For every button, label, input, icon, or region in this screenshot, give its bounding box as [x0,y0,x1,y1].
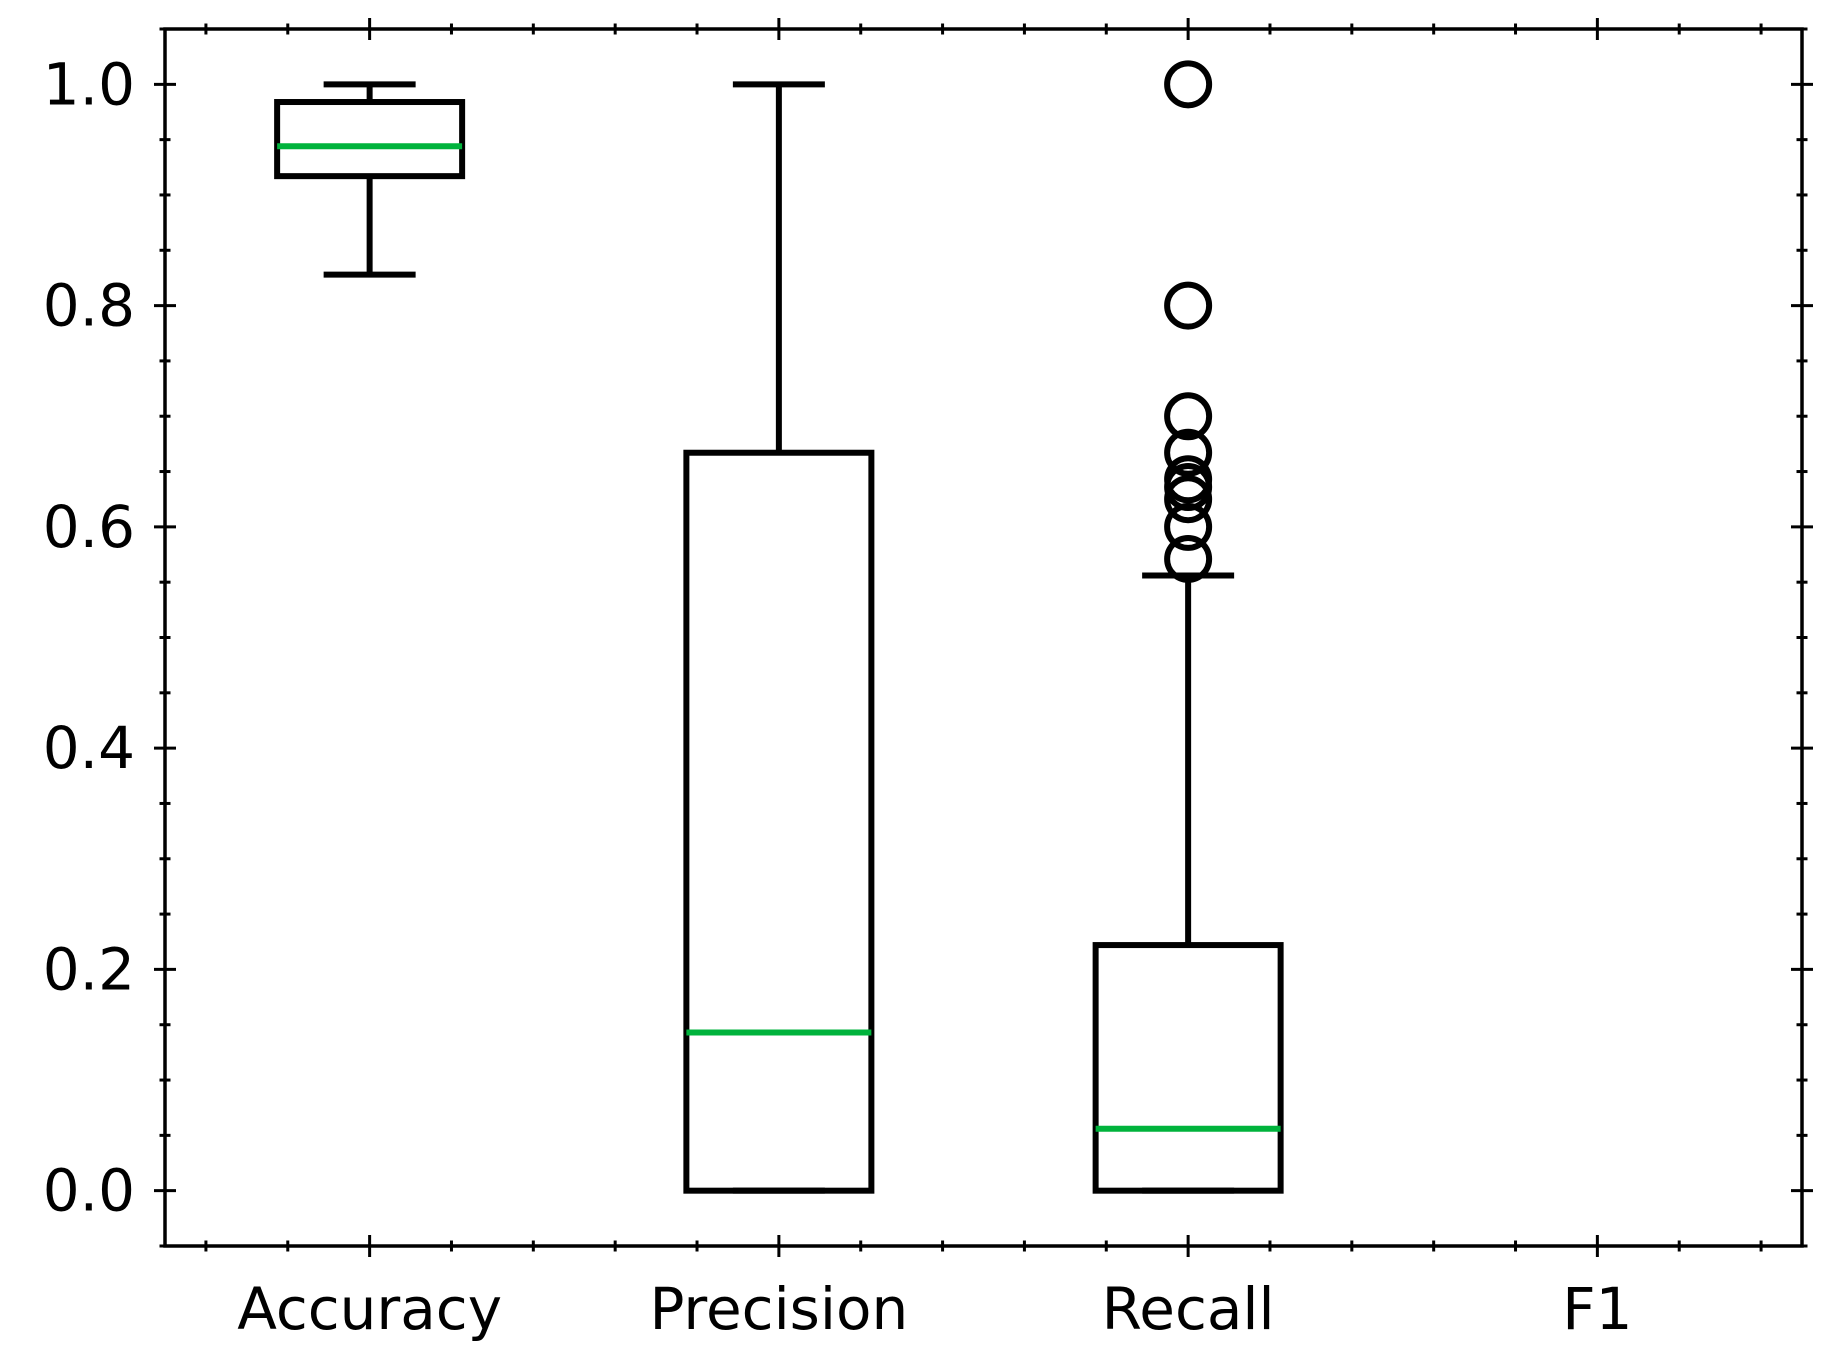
x-tick-label-recall: Recall [1102,1275,1275,1343]
accuracy-box [274,99,466,180]
plot-marks [274,60,1284,1194]
recall-outlier-point [1164,281,1213,330]
y-tick-label: 0.0 [43,1157,135,1225]
y-tick-label: 0.6 [43,493,135,561]
precision-box [683,449,875,1194]
recall-outlier-point [1164,60,1213,109]
recall-outlier-point [1164,502,1213,551]
recall-box [1092,942,1284,1194]
recall-outlier-point [1164,392,1213,441]
x-tick-label-accuracy: Accuracy [237,1275,502,1343]
x-tick-label-f1: F1 [1562,1275,1632,1343]
y-tick-label: 0.4 [43,714,135,782]
recall-outlier-point [1164,475,1213,524]
x-tick-label-precision: Precision [649,1275,908,1343]
y-tick-label: 0.2 [43,935,135,1003]
plot-area-frame [163,27,1804,1248]
recall-outlier-point [1164,534,1213,583]
tick-labels: 0.0 0.2 0.4 0.6 0.8 1.0 Accuracy Precision Recal… [43,50,1633,1343]
y-tick-label: 0.8 [43,272,135,340]
axis-ticks [154,18,1813,1257]
y-tick-label: 1.0 [43,50,135,118]
recall-outlier-point [1164,428,1213,477]
